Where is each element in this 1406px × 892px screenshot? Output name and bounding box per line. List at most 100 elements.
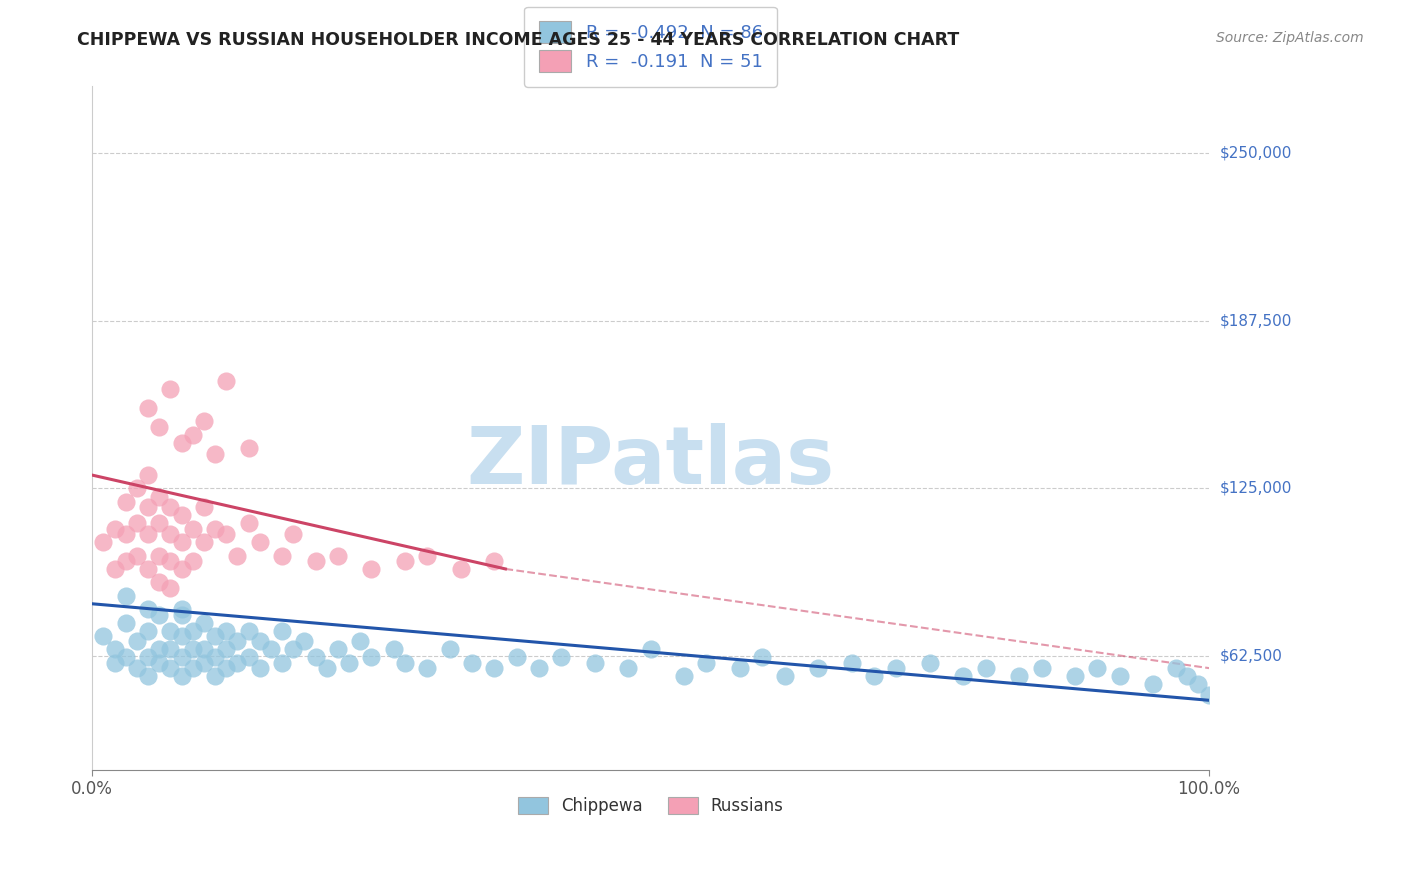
Point (159, 382, 181, 396)
Point (204, 669, 226, 683)
Point (114, 589, 136, 603)
Point (337, 656, 360, 670)
Point (193, 500, 215, 515)
Point (193, 642, 215, 657)
Point (751, 650, 773, 665)
Point (304, 554, 326, 568)
Point (226, 549, 249, 563)
Point (1175, 669, 1198, 683)
Point (204, 447, 226, 461)
Point (271, 549, 294, 563)
Point (807, 661, 830, 675)
Point (136, 602, 159, 616)
Point (114, 615, 136, 630)
Point (204, 650, 226, 665)
Point (1164, 661, 1187, 675)
Point (238, 624, 260, 638)
Point (226, 656, 249, 670)
Point (617, 661, 640, 675)
Point (193, 415, 215, 429)
Point (148, 575, 170, 590)
Point (1198, 688, 1220, 702)
Point (952, 669, 974, 683)
Point (863, 669, 886, 683)
Point (249, 634, 271, 648)
Point (360, 650, 382, 665)
Point (439, 642, 461, 657)
Point (159, 661, 181, 675)
Point (527, 661, 550, 675)
Point (271, 656, 294, 670)
Point (271, 624, 294, 638)
Point (1087, 661, 1109, 675)
Point (114, 495, 136, 509)
Point (283, 642, 305, 657)
Point (215, 624, 238, 638)
Point (238, 516, 260, 531)
Point (193, 535, 215, 549)
Point (136, 401, 159, 415)
Point (103, 642, 125, 657)
Point (148, 607, 170, 622)
Point (673, 669, 696, 683)
Text: $62,500: $62,500 (1220, 648, 1284, 664)
Point (1031, 661, 1053, 675)
Point (1008, 669, 1031, 683)
Point (326, 642, 349, 657)
Point (1064, 669, 1087, 683)
Point (249, 661, 271, 675)
Point (550, 650, 572, 665)
Point (181, 554, 204, 568)
Point (170, 669, 193, 683)
Point (170, 607, 193, 622)
Point (226, 634, 249, 648)
Point (773, 669, 796, 683)
Point (204, 522, 226, 536)
Point (292, 634, 315, 648)
Point (886, 661, 908, 675)
Point (450, 562, 472, 576)
Point (159, 500, 181, 515)
Point (841, 656, 863, 670)
Point (315, 661, 337, 675)
Point (181, 428, 204, 442)
Point (349, 634, 371, 648)
Point (974, 661, 997, 675)
Point (103, 522, 125, 536)
Point (159, 624, 181, 638)
Point (170, 629, 193, 643)
Point (170, 562, 193, 576)
Point (728, 661, 751, 675)
Point (238, 442, 260, 456)
Point (215, 642, 238, 657)
Point (181, 642, 204, 657)
Point (125, 516, 148, 531)
Point (249, 535, 271, 549)
Point (394, 656, 416, 670)
Point (170, 436, 193, 450)
Point (394, 554, 416, 568)
Point (238, 650, 260, 665)
Point (304, 650, 326, 665)
Point (1187, 677, 1209, 691)
Point (93, 629, 115, 643)
Point (159, 554, 181, 568)
Point (125, 661, 148, 675)
Point (148, 420, 170, 434)
Text: $125,000: $125,000 (1220, 481, 1292, 496)
Point (416, 549, 439, 563)
Point (260, 642, 283, 657)
Point (170, 650, 193, 665)
Point (136, 650, 159, 665)
Point (193, 615, 215, 630)
Point (505, 650, 527, 665)
Point (148, 642, 170, 657)
Point (181, 522, 204, 536)
Point (1108, 669, 1130, 683)
Point (416, 661, 439, 675)
Point (148, 656, 170, 670)
Point (136, 500, 159, 515)
Point (181, 661, 204, 675)
Point (114, 527, 136, 541)
Text: $187,500: $187,500 (1220, 313, 1292, 328)
